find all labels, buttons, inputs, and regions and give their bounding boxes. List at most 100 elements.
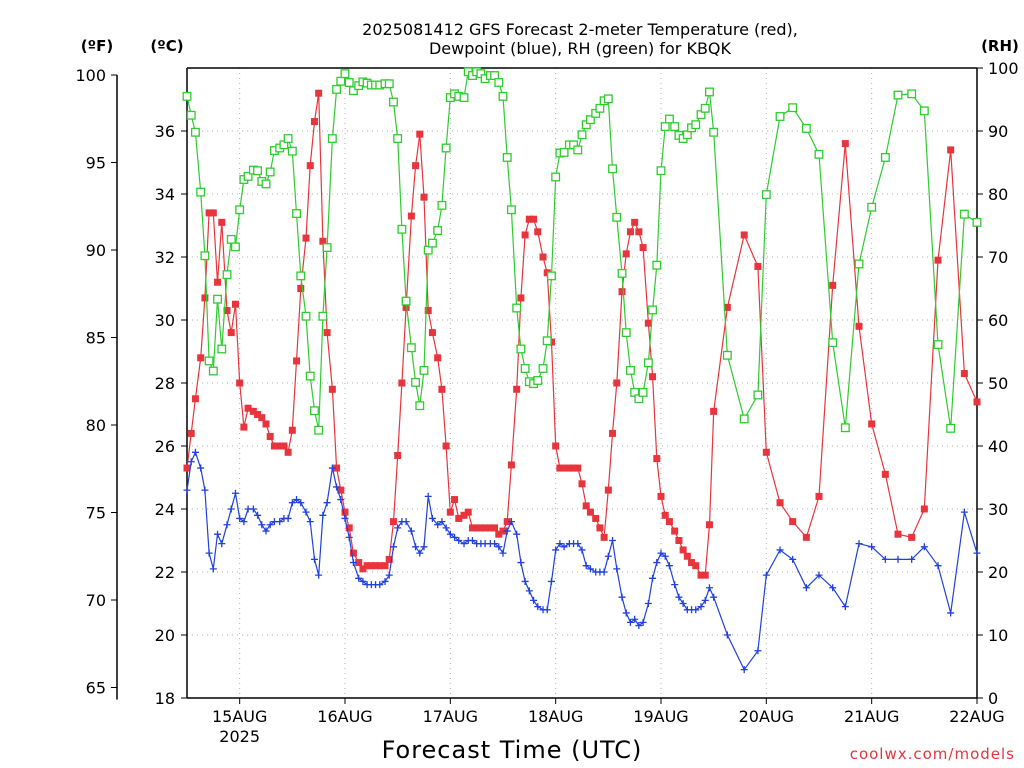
temperature-point (574, 464, 582, 472)
dewpoint-point (442, 524, 450, 532)
celsius-tick-label: 34 (155, 185, 175, 204)
dewpoint-point (855, 540, 863, 548)
temperature-point (341, 508, 349, 516)
rh-tick-label: 10 (988, 626, 1008, 645)
rh-point (344, 78, 354, 87)
dewpoint-series (183, 448, 981, 674)
temperature-point (254, 411, 262, 418)
dewpoint-point (675, 593, 683, 601)
temperature-point (908, 533, 916, 541)
rh-point (643, 358, 653, 368)
temperature-point (315, 89, 323, 97)
dewpoint-point (507, 518, 515, 526)
dewpoint-point (582, 562, 590, 570)
temperature-point (460, 511, 468, 519)
dewpoint-point (552, 546, 560, 554)
temperature-point (789, 518, 797, 526)
rh-point (520, 364, 530, 373)
dewpoint-point (513, 530, 521, 538)
rh-tick-label: 0 (988, 689, 998, 708)
rh-point (406, 343, 416, 353)
dewpoint-point (697, 603, 705, 611)
rh-point (551, 172, 561, 182)
dewpoint-point (359, 577, 367, 585)
rh-tick-label: 90 (988, 122, 1008, 141)
dewpoint-point (297, 499, 305, 507)
temperature-point (389, 518, 397, 526)
rh-point (652, 260, 662, 270)
temperature-point (881, 470, 889, 478)
temperature-point (310, 118, 318, 126)
fahrenheit-unit-label: (ºF) (81, 37, 113, 55)
dewpoint-point (394, 524, 402, 532)
temperature-point (231, 300, 239, 308)
rh-point (617, 268, 627, 278)
rh-point (217, 344, 227, 354)
temperature-point (556, 464, 564, 472)
rh-unit-label: (RH) (981, 37, 1019, 55)
temperature-point (683, 552, 691, 560)
rh-point (739, 414, 749, 424)
x-tick-label: 21AUG (844, 707, 899, 726)
dewpoint-point (209, 565, 217, 573)
dewpoint-point (451, 533, 459, 541)
dewpoint-point (802, 584, 810, 592)
temperature-point (240, 423, 248, 431)
dewpoint-point (661, 552, 669, 560)
temperature-point (855, 322, 863, 330)
rh-point (538, 364, 548, 373)
dewpoint-point (420, 543, 428, 551)
temperature-point (570, 464, 578, 472)
temperature-point (464, 508, 472, 516)
rh-point (919, 106, 929, 116)
rh-point (585, 115, 595, 125)
rh-point (512, 303, 522, 313)
dewpoint-point (491, 540, 499, 548)
rh-point (401, 296, 411, 306)
temperature-point (639, 244, 647, 252)
rh-point (788, 103, 798, 113)
rh-point (222, 270, 232, 280)
celsius-tick-label: 26 (155, 437, 175, 456)
temperature-point (191, 395, 199, 403)
dewpoint-point (934, 562, 942, 570)
temperature-point (473, 524, 481, 532)
rh-tick-label: 80 (988, 185, 1008, 204)
dewpoint-point (657, 549, 665, 557)
dewpoint-point (920, 543, 928, 551)
rh-point (761, 190, 771, 200)
temperature-point (692, 562, 700, 570)
rh-point (314, 425, 324, 435)
rh-point (327, 134, 337, 144)
temperature-point (420, 193, 428, 201)
dewpoint-point (302, 508, 310, 516)
rh-point (459, 93, 469, 103)
dewpoint-point (868, 543, 876, 551)
rh-point (322, 243, 332, 252)
dewpoint-point (534, 603, 542, 611)
rh-tick-label: 50 (988, 374, 1008, 393)
rh-point (867, 202, 877, 212)
temperature-point (697, 571, 705, 579)
dewpoint-point (214, 530, 222, 538)
temperature-point (262, 420, 270, 428)
temperature-point (284, 448, 292, 456)
source-credit: coolwx.com/models (850, 745, 1015, 763)
dewpoint-point (468, 537, 476, 544)
dewpoint-point (829, 584, 837, 592)
temperature-point (517, 294, 525, 302)
rh-point (753, 390, 763, 400)
temperature-point (653, 455, 661, 463)
temperature-point (894, 530, 902, 538)
rh-point (638, 387, 648, 397)
rh-point (946, 423, 956, 433)
dewpoint-point (385, 571, 393, 579)
temperature-point (372, 562, 380, 570)
rh-point (437, 200, 447, 210)
temperature-point (609, 429, 617, 437)
temperature-point (293, 357, 301, 365)
temperature-point (187, 429, 195, 437)
temperature-point (363, 562, 371, 570)
temperature-point (258, 414, 266, 422)
